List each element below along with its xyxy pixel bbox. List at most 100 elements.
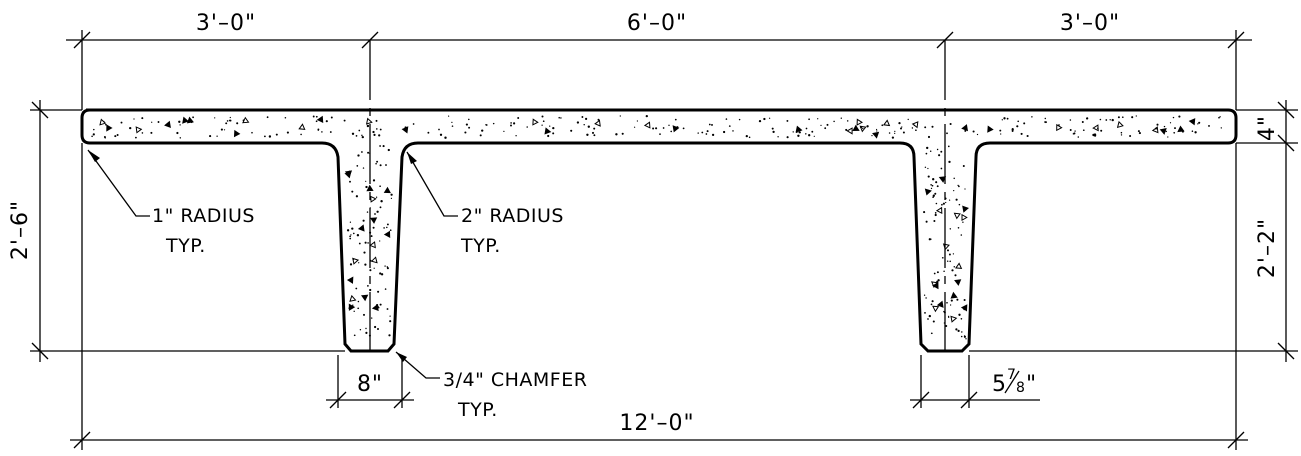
aggregate-triangle	[987, 125, 994, 133]
aggregate-triangle	[352, 257, 360, 265]
aggregate-dot	[361, 151, 363, 153]
aggregate-triangle	[954, 279, 962, 286]
svg-text:7: 7	[1007, 367, 1016, 383]
right-stem-width-dimension	[910, 355, 1040, 409]
aggregate-dot	[379, 206, 382, 209]
aggregate-dot	[940, 150, 943, 153]
aggregate-dot	[938, 154, 941, 157]
aggregate-dot	[674, 118, 677, 121]
left-height-dimension-line	[30, 100, 345, 362]
aggregate-dot	[932, 194, 935, 197]
chamfer-leader	[395, 351, 440, 379]
aggregate-dot	[359, 329, 362, 331]
aggregate-dot	[479, 134, 482, 137]
dim-stem-height: 2'–2"	[1255, 218, 1280, 278]
aggregate-dot	[682, 127, 685, 130]
aggregate-triangle	[242, 116, 250, 124]
aggregate-dot	[376, 160, 379, 163]
aggregate-dot	[220, 128, 223, 131]
aggregate-dot	[945, 324, 948, 328]
aggregate-triangle	[856, 118, 864, 126]
aggregate-dot	[1178, 115, 1181, 118]
aggregate-dot	[949, 228, 952, 230]
aggregate-dot	[286, 131, 289, 134]
aggregate-dot	[833, 120, 835, 123]
aggregate-dot	[949, 304, 952, 306]
aggregate-dot	[1001, 119, 1003, 121]
aggregate-dot	[384, 265, 386, 267]
aggregate-dot	[1220, 127, 1222, 129]
aggregate-dot	[576, 121, 580, 124]
aggregate-triangle	[950, 315, 958, 323]
aggregate-dot	[898, 121, 901, 125]
aggregate-dot	[517, 117, 520, 119]
aggregate-dot	[953, 190, 955, 192]
aggregate-dot	[542, 120, 545, 123]
aggregate-dot	[373, 133, 376, 136]
aggregate-dot	[948, 316, 950, 319]
aggregate-triangle	[852, 124, 860, 132]
aggregate-dot	[343, 119, 346, 122]
aggregate-dot	[379, 303, 382, 306]
aggregate-dot	[934, 192, 937, 195]
aggregate-dot	[597, 118, 600, 121]
aggregate-dot	[786, 136, 789, 139]
aggregate-dot	[361, 135, 364, 139]
aggregate-dot	[355, 135, 358, 137]
aggregate-dot	[284, 116, 287, 119]
aggregate-dot	[946, 260, 949, 262]
concrete-stipple-pattern	[91, 114, 1222, 340]
aggregate-dot	[633, 126, 636, 128]
aggregate-dot	[92, 133, 95, 136]
aggregate-dot	[934, 212, 937, 214]
aggregate-dot	[668, 124, 670, 127]
aggregate-dot	[349, 221, 352, 223]
aggregate-dot	[465, 123, 468, 126]
aggregate-dot	[1026, 134, 1029, 138]
aggregate-dot	[1173, 131, 1176, 134]
aggregate-dot	[1077, 136, 1080, 138]
aggregate-dot	[958, 313, 961, 316]
aggregate-dot	[352, 304, 354, 306]
aggregate-dot	[367, 242, 369, 244]
aggregate-dot	[1099, 118, 1102, 121]
aggregate-dot	[236, 122, 239, 125]
aggregate-dot	[711, 123, 713, 126]
aggregate-dot	[1109, 119, 1111, 121]
aggregate-dot	[133, 118, 135, 120]
aggregate-triangle	[106, 124, 113, 132]
aggregate-dot	[954, 274, 957, 277]
aggregate-dot	[961, 331, 963, 333]
aggregate-dot	[935, 181, 938, 184]
aggregate-triangle	[186, 116, 194, 124]
aggregate-dot	[103, 136, 106, 138]
aggregate-triangle	[962, 205, 969, 213]
aggregate-dot	[911, 127, 914, 129]
aggregate-dot	[1174, 127, 1176, 130]
aggregate-dot	[547, 134, 550, 138]
dim-right-overhang: 3'–0"	[1060, 11, 1120, 36]
aggregate-dot	[325, 120, 328, 123]
aggregate-dot	[365, 185, 368, 189]
note-radius-2-line1: 2" RADIUS	[461, 205, 564, 227]
aggregate-dot	[468, 126, 471, 129]
aggregate-dot	[891, 136, 895, 139]
bottom-total-width-dimension	[70, 143, 1248, 450]
aggregate-triangle	[961, 213, 968, 222]
aggregate-triangle	[349, 294, 357, 302]
aggregate-dot	[956, 298, 959, 301]
aggregate-dot	[964, 188, 966, 190]
aggregate-dot	[251, 131, 253, 134]
aggregate-dot	[949, 260, 951, 263]
aggregate-dot	[214, 117, 216, 119]
aggregate-dot	[824, 127, 827, 130]
aggregate-dot	[1003, 117, 1006, 120]
note-chamfer-line1: 3/4" CHAMFER	[443, 369, 587, 391]
aggregate-dot	[375, 162, 377, 165]
aggregate-dot	[697, 132, 699, 134]
aggregate-dot	[711, 133, 715, 137]
aggregate-dot	[799, 131, 801, 134]
aggregate-dot	[928, 238, 931, 241]
aggregate-dot	[356, 234, 360, 237]
aggregate-triangle	[348, 303, 356, 311]
